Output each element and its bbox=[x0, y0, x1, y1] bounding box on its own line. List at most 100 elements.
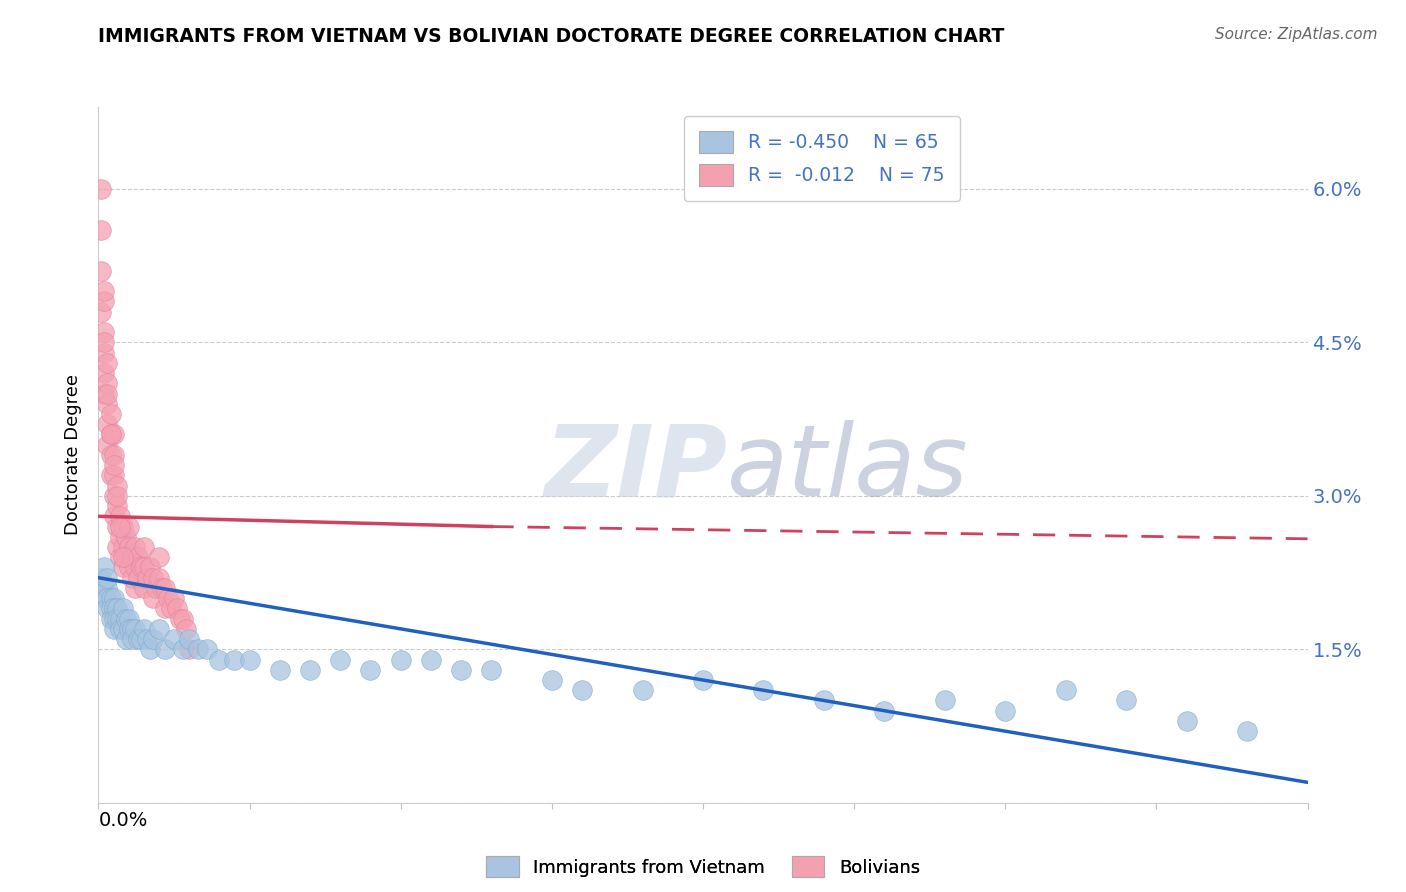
Point bbox=[450, 663, 472, 677]
Point bbox=[142, 571, 165, 585]
Point bbox=[148, 571, 170, 585]
Point bbox=[179, 642, 201, 657]
Point bbox=[124, 581, 146, 595]
Point bbox=[105, 612, 128, 626]
Point bbox=[139, 642, 162, 657]
Point bbox=[108, 612, 131, 626]
Point bbox=[132, 581, 155, 595]
Point bbox=[93, 581, 115, 595]
Point bbox=[100, 427, 122, 442]
Point bbox=[163, 591, 186, 606]
Point bbox=[108, 519, 131, 533]
Point bbox=[873, 704, 896, 718]
Point bbox=[153, 642, 176, 657]
Point bbox=[93, 591, 115, 606]
Point bbox=[96, 571, 118, 585]
Point bbox=[420, 652, 443, 666]
Point bbox=[142, 591, 165, 606]
Point bbox=[90, 264, 112, 278]
Point bbox=[124, 560, 146, 574]
Point bbox=[108, 550, 131, 565]
Point bbox=[93, 386, 115, 401]
Point bbox=[299, 663, 322, 677]
Point bbox=[114, 632, 136, 646]
Point bbox=[132, 540, 155, 554]
Point bbox=[1175, 714, 1198, 728]
Point bbox=[121, 550, 143, 565]
Point bbox=[813, 693, 835, 707]
Point bbox=[118, 560, 141, 574]
Point bbox=[208, 652, 231, 666]
Point bbox=[179, 632, 201, 646]
Point bbox=[160, 601, 183, 615]
Point bbox=[118, 622, 141, 636]
Point bbox=[139, 560, 162, 574]
Point bbox=[96, 417, 118, 432]
Point bbox=[239, 652, 262, 666]
Point bbox=[90, 223, 112, 237]
Point bbox=[108, 622, 131, 636]
Point bbox=[195, 642, 218, 657]
Point bbox=[187, 642, 209, 657]
Point bbox=[111, 601, 134, 615]
Point bbox=[118, 540, 141, 554]
Point bbox=[103, 448, 125, 462]
Point bbox=[153, 601, 176, 615]
Point bbox=[90, 182, 112, 196]
Point bbox=[135, 571, 157, 585]
Point bbox=[105, 499, 128, 513]
Point bbox=[1115, 693, 1137, 707]
Point bbox=[114, 530, 136, 544]
Point bbox=[111, 622, 134, 636]
Point bbox=[172, 642, 194, 657]
Point bbox=[132, 560, 155, 574]
Point bbox=[100, 427, 122, 442]
Point bbox=[103, 591, 125, 606]
Point bbox=[114, 612, 136, 626]
Point bbox=[111, 550, 134, 565]
Point bbox=[96, 581, 118, 595]
Point bbox=[172, 612, 194, 626]
Point bbox=[103, 427, 125, 442]
Point bbox=[752, 683, 775, 698]
Point bbox=[103, 601, 125, 615]
Point bbox=[121, 622, 143, 636]
Point bbox=[169, 612, 191, 626]
Point bbox=[269, 663, 291, 677]
Point bbox=[93, 560, 115, 574]
Point bbox=[93, 335, 115, 350]
Text: atlas: atlas bbox=[727, 420, 969, 517]
Point bbox=[127, 632, 149, 646]
Point bbox=[93, 284, 115, 298]
Point bbox=[174, 622, 197, 636]
Text: Source: ZipAtlas.com: Source: ZipAtlas.com bbox=[1215, 27, 1378, 42]
Point bbox=[224, 652, 246, 666]
Point bbox=[148, 550, 170, 565]
Point bbox=[103, 458, 125, 472]
Point bbox=[103, 509, 125, 524]
Point bbox=[481, 663, 503, 677]
Text: ZIP: ZIP bbox=[544, 420, 727, 517]
Point bbox=[148, 622, 170, 636]
Point bbox=[166, 601, 188, 615]
Point bbox=[1054, 683, 1077, 698]
Y-axis label: Doctorate Degree: Doctorate Degree bbox=[65, 375, 83, 535]
Point bbox=[994, 704, 1017, 718]
Point bbox=[111, 519, 134, 533]
Point bbox=[114, 550, 136, 565]
Point bbox=[103, 612, 125, 626]
Point bbox=[121, 632, 143, 646]
Point bbox=[96, 386, 118, 401]
Point bbox=[93, 366, 115, 380]
Point bbox=[90, 304, 112, 318]
Point bbox=[118, 612, 141, 626]
Point bbox=[103, 489, 125, 503]
Point bbox=[100, 407, 122, 421]
Point bbox=[103, 622, 125, 636]
Point bbox=[127, 550, 149, 565]
Point bbox=[108, 509, 131, 524]
Point bbox=[129, 560, 152, 574]
Point bbox=[121, 571, 143, 585]
Point bbox=[105, 519, 128, 533]
Point bbox=[150, 581, 173, 595]
